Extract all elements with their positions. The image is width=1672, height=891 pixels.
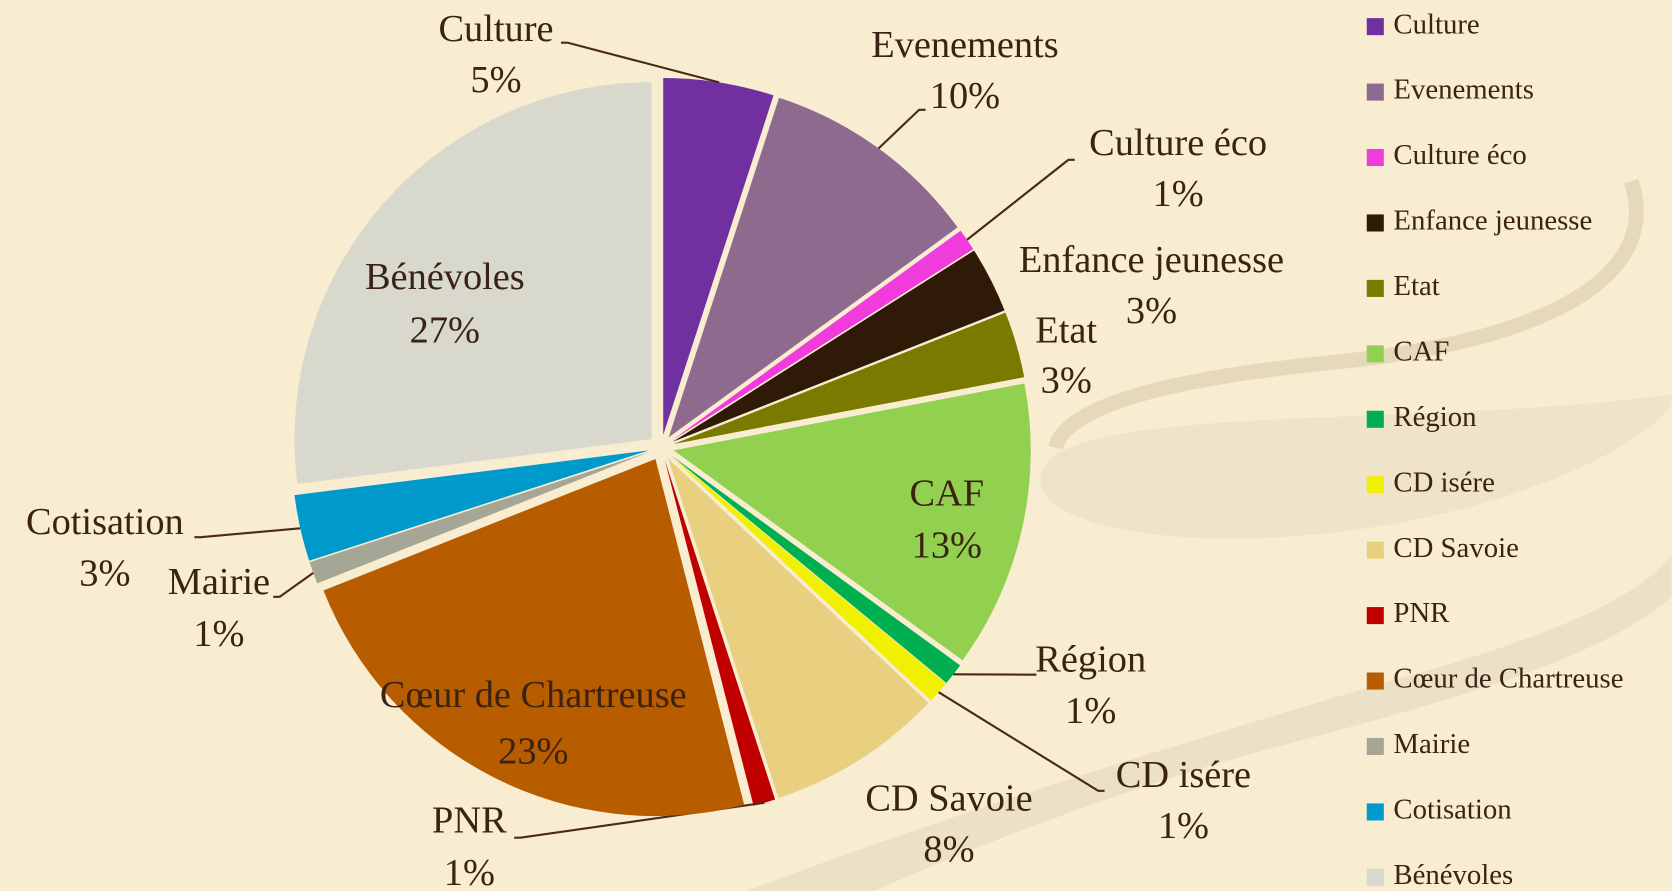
legend-label: Mairie: [1393, 728, 1470, 760]
data-label-name: CAF: [910, 472, 985, 514]
data-label-name: Région: [1035, 639, 1146, 681]
legend-label: Culture éco: [1393, 139, 1526, 171]
legend-swatch: [1367, 18, 1384, 35]
page: Culture 5% Evenements 10% Culture éco 1% Enfan…: [0, 0, 1672, 891]
data-label-name: Bénévoles: [365, 256, 525, 298]
legend-label: Enfance jeunesse: [1393, 205, 1592, 237]
data-label-value: 10%: [930, 75, 1000, 117]
legend-label: Etat: [1393, 270, 1439, 302]
data-label-value: 5%: [470, 59, 521, 101]
data-label-value: 27%: [410, 309, 480, 351]
data-label-value: 8%: [923, 828, 974, 870]
data-label-name: Etat: [1035, 309, 1097, 351]
legend-swatch: [1367, 280, 1384, 297]
legend-label: Culture: [1393, 8, 1479, 40]
data-label-value: 23%: [498, 730, 568, 772]
legend-swatch: [1367, 84, 1384, 101]
data-label-value: 3%: [79, 552, 130, 594]
legend-label: Cotisation: [1393, 794, 1511, 826]
chart: Culture 5% Evenements 10% Culture éco 1% Enfan…: [0, 0, 1672, 891]
data-label-name: Culture: [438, 8, 553, 50]
legend-swatch: [1367, 803, 1384, 820]
legend-swatch: [1367, 542, 1384, 559]
data-label-name: Evenements: [871, 24, 1058, 66]
data-label-name: Cœur de Chartreuse: [380, 674, 687, 716]
legend-label: CAF: [1393, 335, 1449, 367]
legend-label: CD Savoie: [1393, 532, 1518, 564]
data-label-value: 1%: [1065, 690, 1116, 732]
data-label-value: 1%: [1158, 805, 1209, 847]
legend-swatch: [1367, 673, 1384, 690]
legend-swatch: [1367, 738, 1384, 755]
legend-swatch: [1367, 869, 1384, 886]
data-label-value: 3%: [1041, 359, 1092, 401]
legend-label: Région: [1393, 401, 1476, 433]
data-label-name: CD Savoie: [865, 777, 1032, 819]
data-label-name: PNR: [432, 800, 507, 842]
data-label-name: Culture éco: [1089, 122, 1267, 164]
data-label-name: Enfance jeunesse: [1019, 239, 1284, 281]
legend-label: Evenements: [1393, 74, 1534, 106]
data-label-name: CD isére: [1116, 754, 1251, 796]
legend-swatch: [1367, 149, 1384, 166]
legend-swatch: [1367, 476, 1384, 493]
legend-swatch: [1367, 345, 1384, 362]
legend-label: CD isére: [1393, 466, 1494, 498]
data-label-value: 13%: [912, 525, 982, 567]
legend-swatch: [1367, 214, 1384, 231]
data-label-name: Cotisation: [26, 501, 184, 543]
data-label-value: 1%: [444, 852, 495, 891]
legend-swatch: [1367, 411, 1384, 428]
legend-label: Bénévoles: [1393, 859, 1513, 891]
legend-swatch: [1367, 607, 1384, 624]
data-label-name: Mairie: [168, 561, 270, 603]
data-label-value: 1%: [1153, 173, 1204, 215]
legend-label: PNR: [1393, 597, 1450, 629]
data-label-value: 1%: [193, 613, 244, 655]
legend-label: Cœur de Chartreuse: [1393, 663, 1623, 695]
data-label-value: 3%: [1126, 290, 1177, 332]
